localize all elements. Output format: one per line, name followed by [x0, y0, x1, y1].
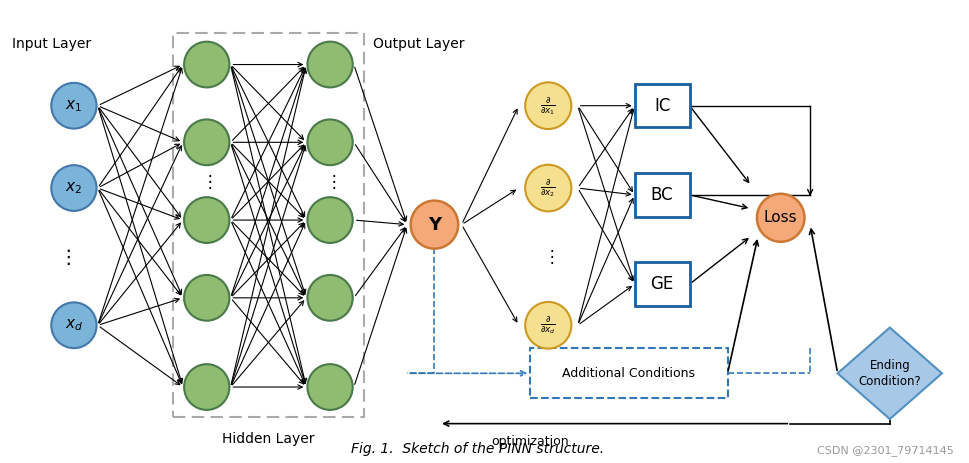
Ellipse shape — [524, 82, 571, 129]
Text: optimization: optimization — [491, 435, 569, 448]
Text: IC: IC — [653, 97, 670, 115]
Text: BC: BC — [650, 186, 672, 204]
Text: $\vdots$: $\vdots$ — [201, 172, 212, 191]
Text: Additional Conditions: Additional Conditions — [562, 367, 695, 380]
Ellipse shape — [307, 119, 353, 165]
Text: $\vdots$: $\vdots$ — [325, 172, 335, 191]
Ellipse shape — [307, 275, 353, 321]
Ellipse shape — [51, 83, 97, 129]
Polygon shape — [837, 327, 941, 419]
Ellipse shape — [524, 302, 571, 349]
Text: Ending: Ending — [868, 358, 909, 372]
Text: Condition?: Condition? — [858, 375, 921, 388]
Ellipse shape — [307, 364, 353, 410]
Ellipse shape — [184, 119, 229, 165]
Text: $\frac{\partial}{\partial x_2}$: $\frac{\partial}{\partial x_2}$ — [540, 177, 555, 199]
Text: $\vdots$: $\vdots$ — [542, 247, 553, 266]
Text: Input Layer: Input Layer — [13, 37, 91, 51]
Ellipse shape — [524, 165, 571, 212]
Text: CSDN @2301_79714145: CSDN @2301_79714145 — [816, 445, 953, 456]
FancyBboxPatch shape — [634, 84, 689, 127]
Text: $\frac{\partial}{\partial x_d}$: $\frac{\partial}{\partial x_d}$ — [540, 314, 555, 336]
Ellipse shape — [184, 197, 229, 243]
Text: Output Layer: Output Layer — [372, 37, 464, 51]
Ellipse shape — [184, 364, 229, 410]
Text: Fig. 1.  Sketch of the PINN structure.: Fig. 1. Sketch of the PINN structure. — [350, 442, 603, 456]
Text: $\frac{\partial}{\partial x_1}$: $\frac{\partial}{\partial x_1}$ — [540, 95, 555, 117]
Ellipse shape — [184, 275, 229, 321]
Text: Hidden Layer: Hidden Layer — [222, 432, 314, 446]
Text: Y: Y — [427, 216, 441, 234]
Text: GE: GE — [650, 275, 673, 293]
FancyBboxPatch shape — [634, 173, 689, 217]
Ellipse shape — [51, 302, 97, 348]
Text: $x_2$: $x_2$ — [65, 180, 82, 196]
Ellipse shape — [307, 197, 353, 243]
FancyBboxPatch shape — [634, 263, 689, 306]
Ellipse shape — [756, 194, 803, 242]
Text: Loss: Loss — [764, 210, 797, 225]
Ellipse shape — [410, 200, 457, 249]
Text: $x_d$: $x_d$ — [65, 318, 83, 333]
Ellipse shape — [307, 42, 353, 88]
Text: $\vdots$: $\vdots$ — [58, 247, 71, 267]
Ellipse shape — [184, 42, 229, 88]
Ellipse shape — [51, 165, 97, 211]
Text: $x_1$: $x_1$ — [65, 98, 82, 113]
